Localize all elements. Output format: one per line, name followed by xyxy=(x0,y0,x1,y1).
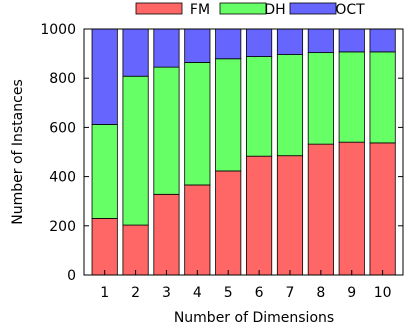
bar-oct-3 xyxy=(153,28,180,68)
bar-fm-3 xyxy=(153,193,180,276)
bar-dh-9 xyxy=(338,51,365,143)
bar-fm-10 xyxy=(369,142,396,276)
bar-oct-5 xyxy=(215,28,242,60)
bar-dh-8 xyxy=(307,52,334,145)
y-tick-label: 200 xyxy=(49,219,76,235)
legend-swatch-oct xyxy=(289,2,337,15)
x-tick-label: 10 xyxy=(374,285,392,301)
bar-oct-9 xyxy=(338,28,365,53)
y-tick-label: 600 xyxy=(49,120,76,136)
bar-dh-6 xyxy=(246,56,273,157)
x-tick-label: 3 xyxy=(162,285,171,301)
legend-label-oct: OCT xyxy=(335,2,365,18)
bar-fm-1 xyxy=(91,218,118,276)
bar-dh-7 xyxy=(276,54,304,157)
bar-oct-7 xyxy=(276,28,304,55)
bar-dh-5 xyxy=(215,58,242,172)
bar-oct-10 xyxy=(369,28,396,53)
bar-fm-5 xyxy=(215,170,242,276)
y-axis-label: Number of Instances xyxy=(10,79,26,224)
bar-fm-6 xyxy=(246,155,273,276)
bar-oct-8 xyxy=(307,28,334,54)
bar-oct-6 xyxy=(246,28,273,57)
x-tick-label: 1 xyxy=(100,285,109,301)
y-tick-label: 400 xyxy=(49,170,76,186)
x-tick-label: 8 xyxy=(316,285,325,301)
bar-dh-10 xyxy=(369,51,396,144)
bar-fm-7 xyxy=(276,155,304,276)
bar-dh-1 xyxy=(91,124,118,219)
bar-fm-4 xyxy=(184,184,211,276)
x-axis: 1 2 3 4 5 6 7 8 9 10 xyxy=(100,270,392,301)
legend: FM DH OCT xyxy=(135,2,365,18)
x-axis-label: Number of Dimensions xyxy=(174,310,334,326)
x-tick-label: 6 xyxy=(255,285,264,301)
x-tick-label: 9 xyxy=(347,285,356,301)
legend-label-dh: DH xyxy=(264,2,285,18)
x-tick-label: 5 xyxy=(224,285,233,301)
bar-dh-3 xyxy=(153,66,180,195)
y-tick-label: 0 xyxy=(67,268,76,284)
legend-label-fm: FM xyxy=(190,2,210,18)
bar-oct-4 xyxy=(184,28,211,63)
bar-fm-8 xyxy=(307,143,334,276)
bar-dh-2 xyxy=(122,75,149,226)
bar-dh-4 xyxy=(184,62,211,186)
x-tick-label: 2 xyxy=(131,285,140,301)
bar-oct-2 xyxy=(122,28,149,77)
y-tick-label: 800 xyxy=(49,71,76,87)
x-tick-label: 7 xyxy=(286,285,295,301)
plot-frame xyxy=(83,28,404,276)
bar-fm-9 xyxy=(338,141,365,276)
bars-group xyxy=(91,28,396,276)
legend-swatch-fm xyxy=(135,2,183,15)
bar-fm-2 xyxy=(122,224,149,276)
x-tick-label: 4 xyxy=(193,285,202,301)
y-tick-label: 1000 xyxy=(40,22,76,38)
y-axis: 0 200 400 600 800 1000 xyxy=(40,22,403,284)
legend-swatch-dh xyxy=(219,2,267,15)
bar-oct-1 xyxy=(91,28,118,125)
